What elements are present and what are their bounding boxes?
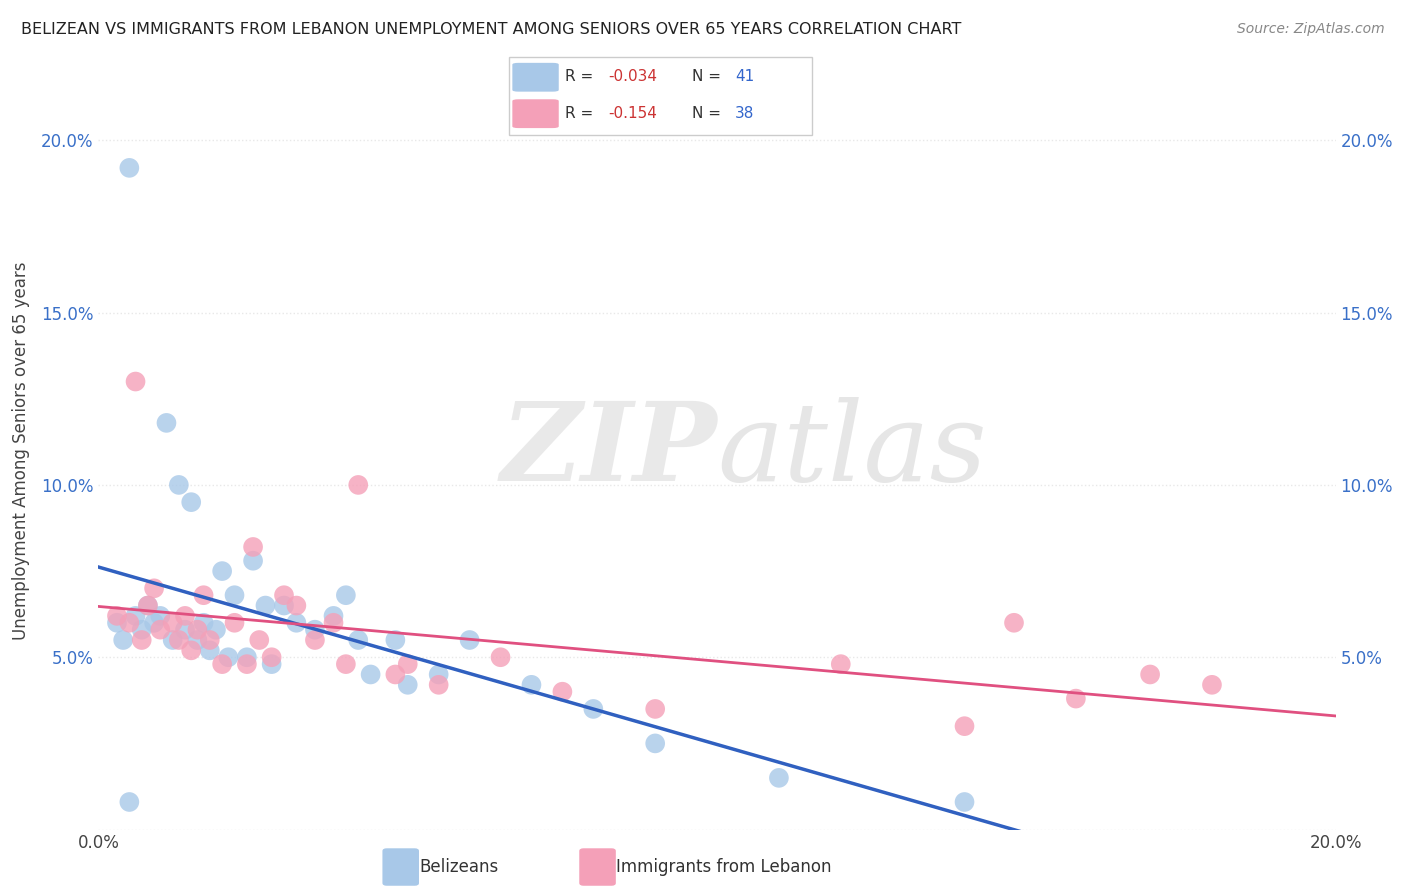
Point bbox=[260, 657, 283, 672]
Point bbox=[105, 615, 128, 630]
Point bbox=[360, 667, 382, 681]
Point bbox=[167, 478, 190, 492]
Text: Source: ZipAtlas.com: Source: ZipAtlas.com bbox=[1237, 22, 1385, 37]
Point bbox=[136, 599, 159, 613]
Point bbox=[242, 554, 264, 568]
Point bbox=[551, 684, 574, 698]
Point bbox=[384, 667, 406, 681]
Point bbox=[211, 657, 233, 672]
FancyBboxPatch shape bbox=[512, 99, 558, 128]
Text: 41: 41 bbox=[735, 69, 754, 84]
Text: ZIP: ZIP bbox=[501, 397, 717, 504]
Text: 38: 38 bbox=[735, 106, 755, 121]
Text: N =: N = bbox=[692, 106, 725, 121]
Point bbox=[112, 633, 135, 648]
Point bbox=[322, 608, 344, 623]
Point bbox=[458, 633, 481, 648]
Point bbox=[582, 702, 605, 716]
Point bbox=[186, 623, 208, 637]
Point bbox=[193, 588, 215, 602]
Point bbox=[174, 623, 197, 637]
Point bbox=[953, 719, 976, 733]
Point bbox=[489, 650, 512, 665]
Point bbox=[335, 588, 357, 602]
Point bbox=[304, 623, 326, 637]
Point bbox=[224, 615, 246, 630]
Point bbox=[236, 650, 259, 665]
Point bbox=[768, 771, 790, 785]
Point bbox=[105, 608, 128, 623]
Point bbox=[273, 599, 295, 613]
Point bbox=[193, 615, 215, 630]
Point bbox=[211, 564, 233, 578]
Point bbox=[143, 615, 166, 630]
Text: R =: R = bbox=[565, 69, 598, 84]
Point bbox=[1002, 615, 1025, 630]
Text: -0.034: -0.034 bbox=[609, 69, 657, 84]
Point bbox=[186, 633, 208, 648]
Point bbox=[347, 633, 370, 648]
Point bbox=[396, 678, 419, 692]
Point bbox=[118, 795, 141, 809]
Point bbox=[644, 702, 666, 716]
Point bbox=[131, 633, 153, 648]
Point bbox=[205, 623, 228, 637]
Point bbox=[242, 540, 264, 554]
Text: Immigrants from Lebanon: Immigrants from Lebanon bbox=[616, 858, 831, 876]
Point bbox=[167, 633, 190, 648]
FancyBboxPatch shape bbox=[512, 62, 558, 92]
Point bbox=[304, 633, 326, 648]
Point bbox=[224, 588, 246, 602]
Point bbox=[143, 582, 166, 596]
Point bbox=[1201, 678, 1223, 692]
Point bbox=[236, 657, 259, 672]
Point bbox=[198, 633, 221, 648]
Point bbox=[427, 678, 450, 692]
Text: -0.154: -0.154 bbox=[609, 106, 657, 121]
Point bbox=[322, 615, 344, 630]
Point bbox=[520, 678, 543, 692]
Text: R =: R = bbox=[565, 106, 598, 121]
Point bbox=[644, 736, 666, 750]
Text: N =: N = bbox=[692, 69, 725, 84]
Point bbox=[347, 478, 370, 492]
Text: atlas: atlas bbox=[717, 397, 987, 504]
Point bbox=[131, 623, 153, 637]
Point bbox=[118, 161, 141, 175]
Point bbox=[254, 599, 277, 613]
Point bbox=[180, 643, 202, 657]
Point bbox=[162, 633, 184, 648]
Point bbox=[1064, 691, 1087, 706]
Point bbox=[384, 633, 406, 648]
Point bbox=[174, 608, 197, 623]
Point bbox=[217, 650, 239, 665]
Point bbox=[260, 650, 283, 665]
Point bbox=[285, 615, 308, 630]
Point bbox=[149, 608, 172, 623]
Point bbox=[118, 615, 141, 630]
Point bbox=[273, 588, 295, 602]
Point bbox=[1139, 667, 1161, 681]
Point bbox=[124, 608, 146, 623]
Point bbox=[149, 623, 172, 637]
Point bbox=[247, 633, 270, 648]
Point bbox=[427, 667, 450, 681]
Point bbox=[136, 599, 159, 613]
Point bbox=[285, 599, 308, 613]
Point bbox=[953, 795, 976, 809]
Point bbox=[124, 375, 146, 389]
Text: Belizeans: Belizeans bbox=[419, 858, 498, 876]
Point bbox=[830, 657, 852, 672]
FancyBboxPatch shape bbox=[509, 57, 813, 135]
Point bbox=[180, 495, 202, 509]
Point bbox=[198, 643, 221, 657]
Point bbox=[396, 657, 419, 672]
Text: BELIZEAN VS IMMIGRANTS FROM LEBANON UNEMPLOYMENT AMONG SENIORS OVER 65 YEARS COR: BELIZEAN VS IMMIGRANTS FROM LEBANON UNEM… bbox=[21, 22, 962, 37]
Y-axis label: Unemployment Among Seniors over 65 years: Unemployment Among Seniors over 65 years bbox=[11, 261, 30, 640]
Point bbox=[155, 416, 177, 430]
Point bbox=[162, 615, 184, 630]
Point bbox=[335, 657, 357, 672]
